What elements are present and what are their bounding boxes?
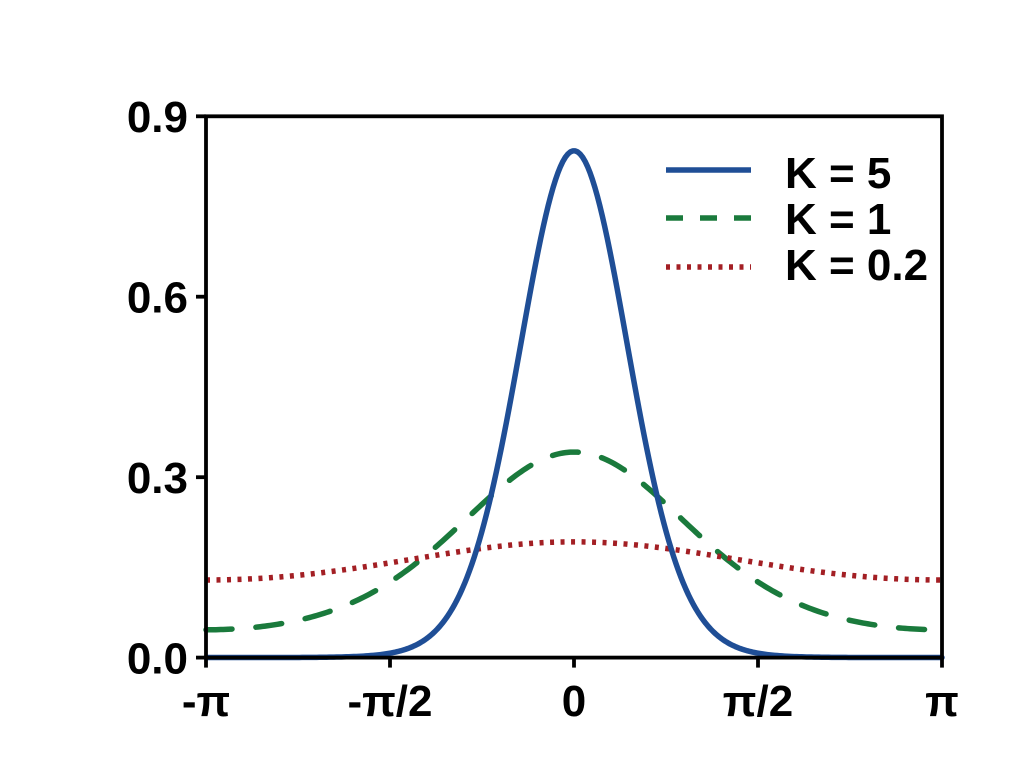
svg-text:0.9: 0.9	[127, 93, 188, 142]
svg-text:0.6: 0.6	[127, 274, 188, 323]
svg-text:π/2: π/2	[723, 677, 793, 726]
svg-text:K = 1: K = 1	[785, 195, 891, 244]
svg-text:-π: -π	[182, 677, 230, 726]
svg-text:K = 0.2: K = 0.2	[785, 241, 928, 290]
svg-text:0.0: 0.0	[127, 635, 188, 684]
svg-text:π: π	[925, 677, 959, 726]
svg-text:K = 5: K = 5	[785, 149, 891, 198]
svg-text:-π/2: -π/2	[347, 677, 432, 726]
svg-text:0: 0	[562, 677, 586, 726]
svg-text:0.3: 0.3	[127, 454, 188, 503]
